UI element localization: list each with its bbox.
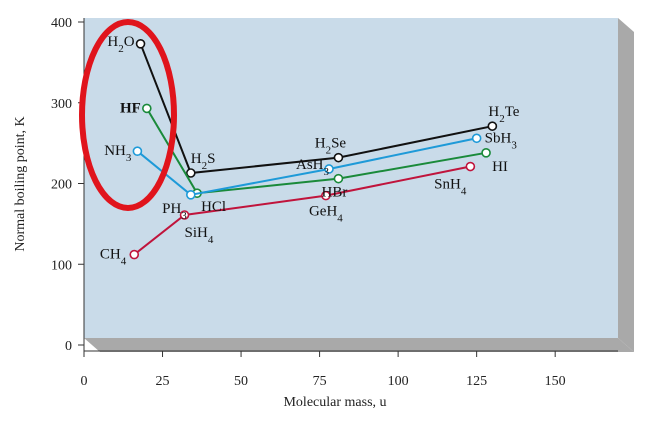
y-tick-label: 300 [51,97,72,112]
data-point [481,148,491,158]
data-point-label: AsH3 [296,157,330,178]
data-point [135,39,146,49]
data-point [129,249,140,260]
y-axis: 0 100 200 300 400 [51,16,85,354]
plot-shadow-bottom [84,338,634,352]
data-point-label: HBr [322,185,348,201]
x-tick-label: 100 [388,374,409,389]
data-point [324,164,334,174]
data-point [333,173,344,184]
data-point-label: HI [492,159,508,175]
data-point [321,190,331,201]
x-tick-label: 125 [466,374,487,389]
series-line [133,165,471,256]
data-point [186,190,196,200]
data-point-label: SbH3 [485,130,518,151]
data-point [179,210,190,220]
data-point-label: HCl [201,199,226,215]
y-tick-label: 400 [51,16,72,31]
data-point [465,161,476,172]
hydrogen-bonding-highlight-ellipse [79,19,177,211]
x-axis-title: Molecular mass, u [283,395,386,410]
y-tick-label: 200 [51,178,72,193]
label-layer: H2O H2S H2Se H2Te HF HCl HBr HI NH3 PH3 AsH3 SbH3 CH… [100,34,520,268]
x-tick-label: 0 [81,374,88,389]
data-point-label: H2Se [315,136,347,157]
data-point [333,152,344,163]
data-point-label: PH3 [162,201,187,222]
data-point-label: NH3 [104,143,132,164]
data-point-label: H2Te [488,104,519,125]
data-point-label: SiH4 [185,225,214,246]
plot-frame [84,18,634,352]
data-point-label: H2S [191,151,216,172]
x-tick-label: 50 [234,374,248,389]
data-point-label: H2O [107,34,134,55]
plot-shadow-right [618,18,634,352]
y-tick-label: 0 [65,339,72,354]
y-tick-label: 100 [51,258,72,273]
data-point-label: SnH4 [434,177,467,198]
data-point [142,103,152,114]
x-tick-label: 25 [156,374,170,389]
data-point [471,133,482,144]
series-line [139,43,493,175]
data-point-label: HF [120,100,141,116]
data-point [186,168,196,178]
data-point [132,146,143,156]
x-tick-label: 75 [313,374,327,389]
data-point-label: GeH4 [309,204,343,225]
y-axis-title: Normal boiling point, K [13,116,28,251]
x-axis: 0 25 50 75 100 125 150 [81,350,618,389]
data-point-label: CH4 [100,247,127,268]
data-point [487,121,498,131]
x-tick-label: 150 [545,374,566,389]
plot-background [84,18,618,338]
